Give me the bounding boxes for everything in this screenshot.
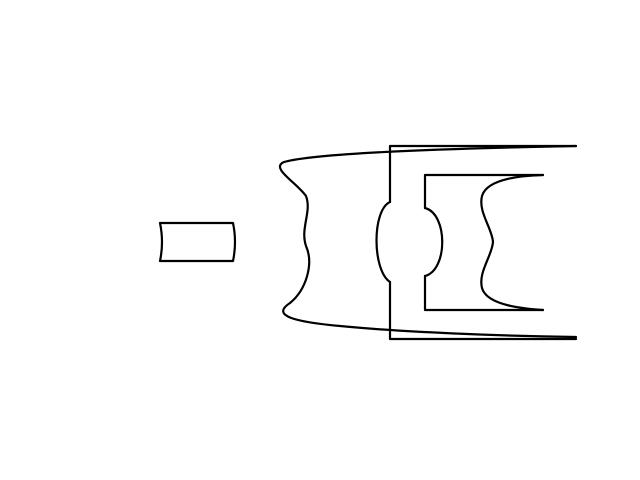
small-lens-element (158, 221, 237, 263)
rear-bracket-frame (423, 173, 545, 312)
rear-flared-lens-element (480, 173, 545, 312)
lens-housing-frame-bottom (388, 280, 578, 341)
biconvex-lens-element (375, 200, 444, 284)
front-flared-lens-element (279, 144, 578, 339)
lens-housing-frame-top (388, 144, 578, 204)
